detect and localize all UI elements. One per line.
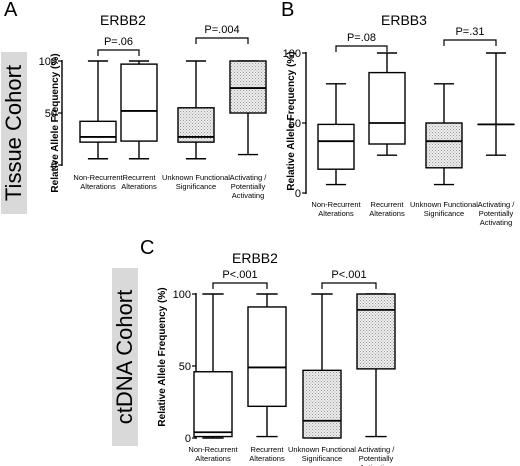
x-category-label-line: Alterations: [249, 454, 285, 463]
comparison-bracket: [212, 282, 268, 289]
x-category-label-line: Activating: [360, 463, 393, 466]
x-category-label-line: Unknown Functional: [162, 173, 230, 182]
x-category-label: Non-Recurrent Alterations: [73, 173, 123, 191]
x-category-label-line: Activating /: [230, 173, 268, 182]
comparison-bracket: [97, 49, 140, 56]
box-iqr: [356, 293, 396, 370]
cohort-label-ctdna-bg: [112, 268, 138, 446]
x-category-label-line: Significance: [176, 182, 216, 191]
x-category-label-line: Alterations: [121, 182, 157, 191]
y-tick-label: 50: [45, 108, 57, 120]
y-tick-label: 0: [185, 433, 191, 445]
x-category-label-line: Non-Recurrent: [311, 200, 361, 209]
box-iqr: [317, 123, 355, 170]
comparison-bracket: [335, 45, 388, 52]
panel-title: ERBB2: [100, 12, 146, 28]
x-category-label-line: Potentially: [359, 454, 394, 463]
x-category-label: Recurrent Alterations: [369, 200, 405, 218]
x-category-label-line: Activating: [480, 218, 513, 227]
box-iqr: [193, 371, 233, 438]
box-iqr: [425, 122, 463, 169]
cohort-label-ctdna: ctDNA Cohort: [112, 268, 138, 446]
x-category-label-line: Activating /: [478, 200, 516, 209]
x-category-label: Non-Recurrent Alterations: [311, 200, 361, 218]
panel-letter: C: [140, 237, 154, 259]
x-category-label-line: Potentially: [231, 182, 266, 191]
box-iqr: [79, 120, 117, 143]
panel-b: B ERBB3 Relative Allele Frequency (%)0 50 10…: [281, 0, 515, 227]
x-category-label-line: Potentially: [479, 209, 514, 218]
x-category-label-line: Alterations: [369, 209, 405, 218]
p-value-label: P=.08: [347, 32, 376, 44]
y-tick-label: 100: [39, 56, 57, 68]
box-iqr: [247, 306, 287, 408]
x-category-label-line: Alterations: [318, 209, 354, 218]
x-category-label-line: Significance: [302, 454, 342, 463]
p-value-label: P=.004: [204, 24, 239, 36]
x-category-label-line: Alterations: [195, 454, 231, 463]
box-iqr: [229, 60, 267, 114]
x-category-label-line: Unknown Functional: [288, 445, 356, 454]
y-tick-label: 50: [289, 118, 301, 130]
panel-c: C ERBB2 Relative Allele Frequency (%) 0 50 10…: [140, 237, 396, 466]
comparison-bracket: [195, 37, 249, 44]
cohort-label-ctdna-text: ctDNA Cohort: [112, 290, 137, 425]
panel-title: ERBB3: [381, 12, 427, 28]
p-value-label: P=.31: [455, 26, 484, 38]
p-value-label: P<.001: [222, 269, 257, 281]
panel-letter: A: [4, 0, 18, 21]
x-category-label-line: Activating: [232, 191, 265, 200]
x-category-label: Unknown Functional Significance: [410, 200, 478, 218]
x-category-label-line: Activating /: [358, 445, 396, 454]
box-iqr: [120, 63, 158, 142]
box-iqr: [368, 71, 406, 145]
y-axis-label: Relative Allele Frequency (%): [50, 53, 61, 192]
panel-letter: B: [281, 0, 294, 21]
x-category-label-line: Recurrent: [123, 173, 157, 182]
x-category-label-line: Recurrent: [371, 200, 405, 209]
x-category-label-line: Significance: [424, 209, 464, 218]
x-category-label-line: Unknown Functional: [410, 200, 478, 209]
p-value-label: P<.001: [331, 269, 366, 281]
x-category-label: Unknown Functional Significance: [288, 445, 356, 463]
cohort-label-tissue: Tissue Cohort: [1, 52, 27, 214]
y-tick-label: 50: [179, 361, 191, 373]
x-category-label-line: Alterations: [80, 182, 116, 191]
y-tick-label: 100: [283, 48, 301, 60]
panel-a: A ERBB2 Relative Allele Frequency (%)0 50 10…: [4, 0, 267, 200]
x-category-label: Recurrent Alterations: [121, 173, 157, 191]
cohort-label-tissue-text: Tissue Cohort: [1, 65, 26, 201]
y-tick-label: 100: [173, 289, 191, 301]
x-category-label: Recurrent Alterations: [249, 445, 285, 463]
y-tick-label: 0: [51, 160, 57, 172]
x-category-label-line: Non-Recurrent: [73, 173, 123, 182]
x-category-label: Unknown Functional Significance: [162, 173, 230, 191]
y-axis-label: Relative Allele Frequency (%): [157, 287, 168, 426]
x-category-label: Non-Recurrent Alterations: [188, 445, 238, 463]
cohort-label-tissue-bg: [1, 52, 27, 214]
p-value-label: P=.06: [104, 36, 133, 48]
y-axis-label: Relative Allele Frequency (%): [286, 51, 297, 190]
x-category-label-line: Recurrent: [251, 445, 285, 454]
comparison-bracket: [443, 39, 497, 46]
y-tick-label: 0: [295, 188, 301, 200]
comparison-bracket: [321, 282, 377, 289]
x-category-label-line: Non-Recurrent: [188, 445, 238, 454]
panel-title: ERBB2: [232, 250, 278, 266]
box-iqr: [302, 369, 342, 439]
